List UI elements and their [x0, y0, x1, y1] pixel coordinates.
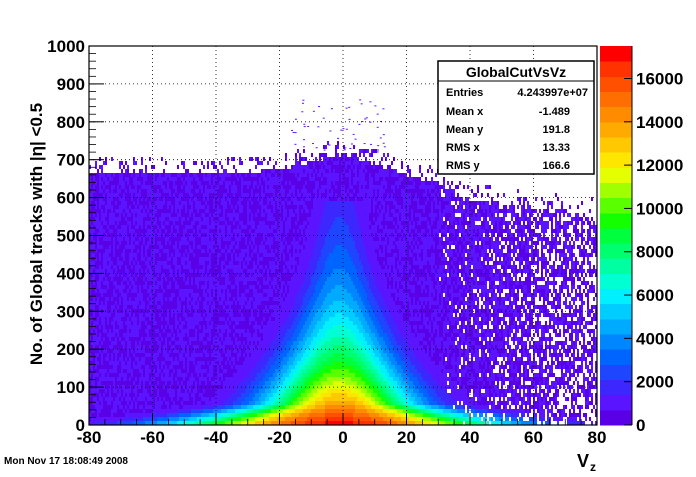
x-tick-label: -20 [267, 428, 292, 447]
color-scale-band [600, 364, 632, 380]
x-tick-label: -40 [204, 428, 229, 447]
y-axis-label: No. of Global tracks with |η| <0.5 [27, 103, 46, 365]
color-scale-band [600, 228, 632, 244]
stat-value-mean-y: 191.8 [542, 124, 570, 136]
color-scale-tick-label: 8000 [636, 243, 674, 262]
x-tick-label: 60 [524, 428, 543, 447]
color-scale-tick-label: 12000 [636, 156, 683, 175]
stat-label-mean-y: Mean y [446, 124, 484, 136]
statistics-box: GlobalCutVsVz Entries 4.243997e+07 Mean … [438, 61, 594, 174]
color-scale-band [600, 289, 632, 305]
y-tick-label: 500 [57, 227, 85, 246]
y-tick-label: 1000 [47, 37, 85, 56]
y-tick-label: 900 [57, 75, 85, 94]
color-scale-band [600, 410, 632, 426]
y-tick-label: 700 [57, 151, 85, 170]
color-scale-tick-label: 4000 [636, 329, 674, 348]
x-axis-label-sub: z [590, 460, 596, 472]
y-tick-label: 200 [57, 340, 85, 359]
color-scale-band [600, 137, 632, 153]
color-scale-band [600, 91, 632, 107]
color-scale-band [600, 349, 632, 365]
statistics-title: GlobalCutVsVz [466, 64, 566, 80]
y-tick-label: 400 [57, 264, 85, 283]
color-scale-tick-label: 10000 [636, 199, 683, 218]
stat-label-mean-x: Mean x [446, 106, 484, 118]
color-scale-tick-label: 14000 [636, 113, 683, 132]
color-scale-band [600, 334, 632, 350]
timestamp: Mon Nov 17 18:08:49 2008 [4, 456, 128, 467]
y-tick-label: 100 [57, 378, 85, 397]
color-scale-band [600, 198, 632, 214]
stat-value-rms-y: 166.6 [542, 160, 570, 172]
color-scale-band [600, 304, 632, 320]
y-tick-label: 600 [57, 189, 85, 208]
color-scale-band [600, 182, 632, 198]
y-tick-label: 0 [76, 416, 85, 435]
stat-label-entries: Entries [446, 87, 483, 99]
color-scale-band [600, 122, 632, 138]
x-tick-label: -60 [140, 428, 165, 447]
stat-label-rms-x: RMS x [446, 142, 481, 154]
stat-value-entries: 4.243997e+07 [517, 87, 588, 99]
x-tick-label: 80 [588, 428, 607, 447]
color-scale-band [600, 258, 632, 274]
color-scale-tick-label: 2000 [636, 373, 674, 392]
color-scale-tick-label: 0 [636, 416, 645, 435]
color-scale-tick-label: 16000 [636, 69, 683, 88]
color-scale-band [600, 167, 632, 183]
y-tick-label: 800 [57, 113, 85, 132]
color-scale-band [600, 243, 632, 259]
stat-value-rms-x: 13.33 [542, 142, 570, 154]
y-tick-label: 300 [57, 302, 85, 321]
x-tick-label: 20 [397, 428, 416, 447]
color-scale-band [600, 107, 632, 123]
x-tick-label: 0 [338, 428, 347, 447]
color-scale-band [600, 319, 632, 335]
stat-label-rms-y: RMS y [446, 160, 481, 172]
x-tick-label: 40 [461, 428, 480, 447]
x-axis-label-main: V [577, 451, 589, 471]
color-scale-band [600, 273, 632, 289]
color-scale-band [600, 395, 632, 411]
color-scale-band [600, 46, 632, 62]
color-scale-tick-label: 6000 [636, 286, 674, 305]
color-scale-band [600, 213, 632, 229]
color-scale-band [600, 61, 632, 77]
stat-value-mean-x: -1.489 [539, 106, 570, 118]
